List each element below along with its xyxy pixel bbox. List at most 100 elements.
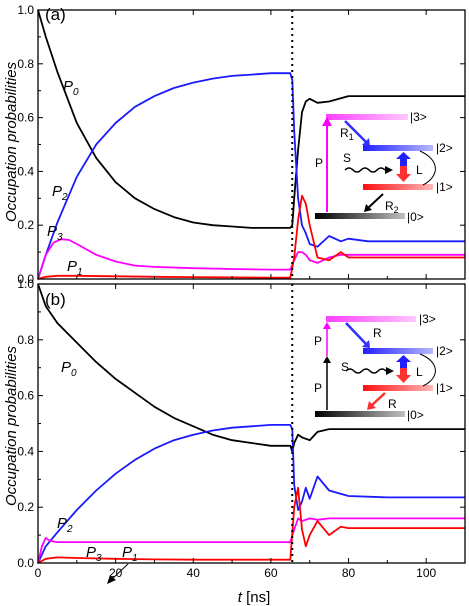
series-line-p0-b (37, 283, 465, 453)
panel-a: 0.0 0.2 0.4 0.6 0.8 1.0 (a) Occupation probab… (3, 3, 466, 286)
pump-arrowhead-a (322, 117, 332, 126)
squiggle-arrowhead-b (386, 367, 394, 375)
r1-arrow-a (344, 120, 367, 143)
x-tick-label-b: 20 (109, 566, 123, 580)
x-tick-label-b: 40 (187, 566, 201, 580)
y-tick-label-a: 0.4 (17, 164, 34, 178)
r-lower-arrow-b (371, 392, 386, 406)
r-upper-label-b: R (373, 326, 382, 340)
laser-arrow-up-a (400, 158, 407, 166)
series-layer-a (37, 9, 465, 280)
pump-arrowhead-upper-b (323, 322, 331, 329)
series-line-p0-a (37, 9, 465, 229)
pump-label-lower-b: P (314, 381, 322, 395)
r-lower-arrowhead-b (367, 401, 376, 410)
level-3-label-b: |3> (419, 312, 436, 326)
x-tick-label-b: 100 (416, 566, 436, 580)
laser-label-a: L (416, 163, 423, 177)
level-1-bar-b (363, 385, 433, 391)
x-axis-title: t [ns] (238, 589, 271, 606)
panel-label-b: (b) (45, 290, 66, 309)
p1-pointer-line-b (110, 563, 129, 581)
r1-label-a: R1 (340, 126, 354, 142)
energy-level-inset-a: |3> |2> |1> |0> P R1 L S R2 (315, 110, 453, 224)
level-3-bar-a (326, 114, 408, 120)
level-1-label-a: |1> (436, 180, 453, 194)
series-line-p2-a (37, 72, 465, 280)
y-tick-label-b: 0.8 (17, 333, 34, 347)
curve-label-p0-b: P0 (61, 359, 77, 379)
energy-level-inset-b: |3> |2> |1> |0> P P R L S R (314, 312, 453, 422)
x-tick-label-b: 60 (264, 566, 278, 580)
y-tick-label-b: 0.2 (17, 500, 34, 514)
curve-label-p3-b: P3 (86, 544, 102, 564)
curve-label-p3-a: P3 (47, 223, 63, 243)
y-axis-title-b: Occupation probabilities (3, 345, 20, 506)
plot-frame-b (37, 283, 466, 564)
y-tick-label-b: 0.6 (17, 389, 34, 403)
squiggle-label-a: S (343, 151, 351, 165)
laser-arrowhead-down-a (396, 174, 411, 182)
level-3-bar-b (326, 316, 416, 322)
series-layer-b (37, 283, 465, 564)
plot-frame-a (37, 9, 466, 280)
y-tick-label-a: 0.2 (17, 218, 34, 232)
pump-label-a: P (315, 156, 323, 170)
axis-ticks-a: 0.0 0.2 0.4 0.6 0.8 1.0 (17, 3, 465, 286)
r1-arrowhead-a (362, 138, 370, 146)
level-0-label-b: |0> (407, 408, 424, 422)
level-2-label-b: |2> (436, 344, 453, 358)
relaxation-curve-b (419, 353, 436, 387)
x-tick-label-b: 0 (35, 566, 42, 580)
laser-arrow-down-a (400, 166, 407, 175)
series-line-p3-b (37, 517, 465, 564)
laser-label-b: L (416, 365, 423, 379)
level-3-label-a: |3> (410, 110, 427, 124)
r2-label-a: R2 (385, 199, 399, 215)
curve-label-p2-a: P2 (52, 183, 68, 203)
laser-arrowhead-up-a (396, 152, 411, 159)
level-0-bar-a (315, 213, 405, 219)
r2-arrowhead-a (364, 204, 372, 212)
y-tick-label-b: 0.0 (17, 556, 34, 570)
series-line-p3-a (37, 238, 465, 280)
level-2-bar-b (363, 348, 433, 354)
level-0-label-a: |0> (407, 210, 424, 224)
p1-pointer-arrowhead-b (107, 575, 116, 584)
level-2-bar-a (363, 145, 433, 151)
relaxation-curve-a (419, 150, 436, 186)
level-0-bar-b (315, 411, 405, 417)
squiggle-arrow-a (344, 167, 386, 173)
panel-b: 0.0 0.2 0.4 0.6 0.8 1.0 0 20 40 60 80 100 (b) Occup… (3, 277, 466, 606)
x-tick-label-b: 80 (342, 566, 356, 580)
laser-arrowhead-up-b (396, 355, 411, 362)
y-tick-label-a: 0.6 (17, 111, 34, 125)
y-tick-label-a: 0.0 (17, 272, 34, 286)
r-lower-label-b: R (388, 397, 397, 411)
y-tick-label-b: 1.0 (17, 277, 34, 291)
series-line-p1-b (37, 486, 465, 564)
y-tick-label-a: 0.8 (17, 57, 34, 71)
y-tick-label-a: 1.0 (17, 3, 34, 17)
level-1-bar-a (363, 184, 433, 190)
squiggle-arrowhead-a (385, 166, 393, 174)
r2-arrow-a (367, 193, 384, 209)
curve-label-p2-b: P2 (57, 515, 73, 535)
y-axis-title-a: Occupation probabilities (3, 61, 20, 222)
laser-arrow-up-b (400, 361, 407, 368)
y-tick-label-b: 0.4 (17, 444, 34, 458)
pump-arrowhead-lower-b (323, 356, 331, 363)
curve-label-p0-a: P0 (63, 78, 79, 98)
laser-arrow-down-b (400, 368, 407, 376)
squiggle-arrow-b (345, 368, 387, 374)
level-1-label-b: |1> (436, 381, 453, 395)
r-upper-arrowhead-b (362, 340, 370, 348)
curve-label-p1-a: P1 (67, 258, 83, 278)
laser-arrowhead-down-b (396, 375, 411, 383)
series-line-p2-b (37, 424, 465, 564)
curve-label-p1-b: P1 (122, 544, 138, 564)
r-upper-arrow-b (345, 322, 367, 345)
pump-label-upper-b: P (314, 334, 322, 348)
squiggle-label-b: S (341, 360, 349, 374)
